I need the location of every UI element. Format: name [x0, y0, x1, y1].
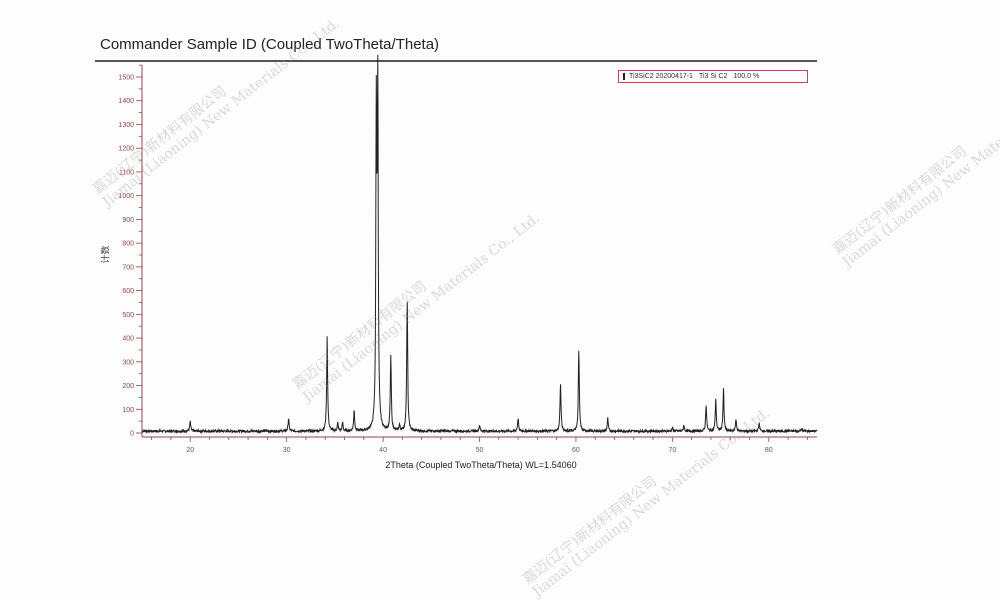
x-tick-label: 80 [765, 447, 773, 454]
y-tick-label: 1500 [118, 75, 134, 82]
y-tick-label: 0 [130, 431, 134, 438]
xrd-plot: 0 100 200 300 400 500 600 700 800 900 1000 1100 1200… [0, 0, 1000, 568]
y-tick-label: 1100 [119, 169, 134, 176]
y-tick-label: 600 [122, 288, 134, 295]
x-tick-label: 70 [668, 447, 676, 454]
y-tick-label: 200 [122, 383, 134, 390]
y-tick-label: 100 [122, 407, 134, 414]
y-tick-label: 500 [122, 312, 134, 319]
diffraction-pattern-line [142, 55, 817, 432]
y-tick-label: 300 [122, 359, 134, 366]
y-tick-label: 700 [122, 264, 134, 271]
y-tick-label: 1000 [118, 193, 134, 200]
y-tick-label: 800 [122, 241, 134, 248]
y-tick-label: 1400 [118, 98, 134, 105]
y-tick-label: 900 [122, 217, 134, 224]
x-tick-label: 30 [283, 447, 291, 454]
y-tick-label: 1200 [118, 146, 134, 153]
y-tick-label: 1300 [118, 122, 134, 129]
x-tick-label: 20 [186, 447, 194, 454]
y-tick-label: 400 [122, 336, 134, 343]
x-tick-label: 40 [379, 447, 387, 454]
x-tick-label: 60 [572, 447, 580, 454]
x-tick-label: 50 [476, 447, 484, 454]
